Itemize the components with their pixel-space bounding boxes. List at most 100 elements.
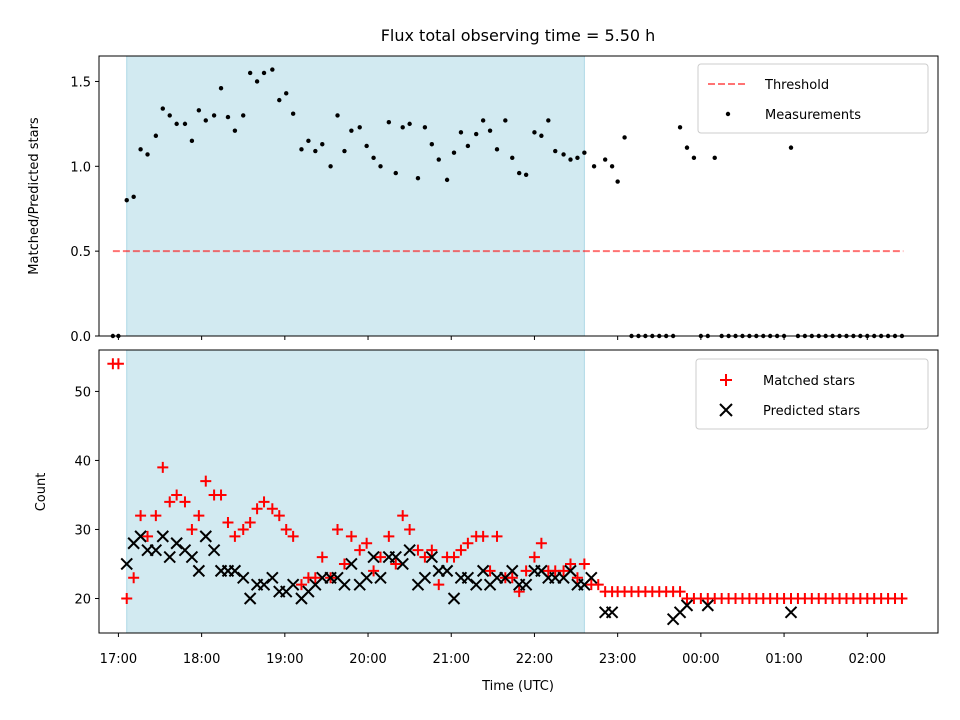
predicted-star-marker [237,571,250,584]
predicted-star-marker [163,550,176,564]
top-y-tick-label: 0.5 [70,245,91,260]
measurements-legend-swatch [725,111,731,117]
matched-star-marker [404,523,416,535]
matched-star-marker [448,551,460,563]
matched-star-marker [592,579,604,591]
predicted-star-marker [338,578,351,591]
matched-star-marker [477,530,489,542]
measurement-point [691,155,697,161]
matched-star-marker [390,558,402,570]
predicted-star-marker [403,543,416,557]
measurement-point [335,113,340,118]
matched-star-marker [128,572,140,584]
measurement-point [615,179,620,184]
predicted-star-marker [345,557,358,571]
matched-star-marker [535,537,547,549]
matched-star-marker [484,565,496,577]
measurement-point [277,97,282,103]
predicted-star-marker [149,543,163,557]
measurement-point [523,172,529,177]
top-y-tick-label: 0.0 [70,330,91,345]
measurement-point [124,198,129,203]
matched-star-marker [287,530,299,542]
predicted-star-marker [701,599,715,612]
measurement-point [602,157,608,162]
matched-star-marker [506,572,518,584]
predicted-star-marker [228,564,242,578]
x-tick-label: 01:00 [765,652,802,667]
matched-star-marker [316,551,328,563]
measurement-point [494,147,500,152]
measurement-point [539,133,544,138]
measurement-point [145,152,150,157]
matched-star-marker [412,544,424,556]
measurement-point [429,142,435,147]
measurement-point [196,108,202,113]
measurement-point [160,106,165,111]
matched-star-marker [164,496,176,508]
predicted-star-marker [286,578,300,591]
measurement-point [393,170,398,176]
measurement-point [284,91,289,96]
matched-star-marker [157,461,169,473]
matched-star-marker [142,530,154,542]
observing-window-shade [126,55,585,337]
measurement-point [465,143,471,149]
predicted-star-marker [207,543,221,557]
measurement-point [131,194,136,200]
measurement-point [677,125,683,130]
matched-star-marker [222,517,234,529]
chart-title: Flux total observing time = 5.50 h [381,26,656,45]
measurement-point [503,118,508,123]
matched-star-marker [309,572,321,584]
bottom-legend-box [695,358,929,430]
predicted-star-marker [447,592,461,605]
matched-star-marker [383,530,395,542]
measurement-point [622,135,627,140]
measurement-point [582,150,587,155]
predicted-star-marker [605,606,619,619]
matched-star-marker [237,523,249,535]
top-y-axis-label: Matched/Predicted stars [27,117,42,275]
predicted-star-marker [192,564,206,578]
measurement-point [299,147,304,152]
predicted-star-marker [266,571,279,584]
matched-star-marker [338,558,350,570]
matched-star-marker [135,510,147,522]
matched-star-marker [397,510,409,522]
bottom-y-axis-label: Count [34,473,49,512]
predicted-star-marker [257,578,271,591]
measurement-point [357,125,362,130]
measurement-point [174,121,179,127]
predicted-star-marker [461,571,475,584]
measurement-point [516,170,522,176]
bottom-y-tick-label: 40 [74,454,91,469]
predicted-star-marker [374,571,387,584]
predicted-star-marker [418,571,432,584]
matched-star-marker [266,503,278,515]
matched-star-marker [455,544,467,556]
matched-star-marker [433,579,445,591]
measurement-point [568,157,573,162]
measurement-point [444,177,450,183]
measurement-point [167,113,172,118]
measurement-point [342,148,347,154]
x-tick-label: 20:00 [349,652,386,667]
top-legend: Threshold Measurements [697,63,929,134]
bottom-plot-frame [98,349,939,634]
predicted-star-marker [156,530,169,543]
matched-star-marker [674,586,686,598]
measurement-point [480,118,486,123]
measurements-legend-label: Measurements [765,108,861,123]
predicted-star-marker [680,599,694,612]
measurement-point [247,70,253,76]
matched-star-marker [244,517,256,529]
observing-window-shade [126,349,585,634]
top-panel: 0.0 0.5 1.0 1.5 Matched/Predicted stars Thr… [27,55,939,345]
measurement-point [436,157,441,162]
matched-star-marker [571,572,583,584]
matched-star-marker [193,510,205,522]
matched-star-marker [251,503,263,515]
measurement-point [182,121,188,127]
matched-star-marker [361,537,373,549]
